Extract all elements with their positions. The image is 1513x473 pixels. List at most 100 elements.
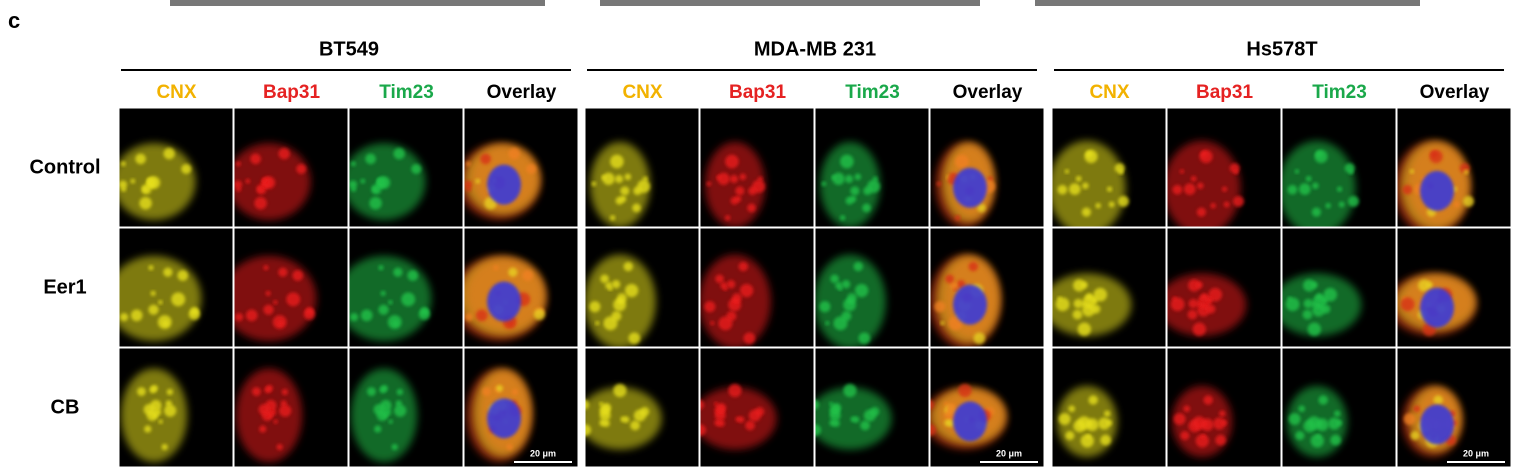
cell-speck bbox=[177, 270, 189, 281]
cell-speck bbox=[1402, 184, 1413, 195]
cell-speck bbox=[830, 274, 839, 284]
cell-speck bbox=[278, 147, 290, 160]
cell-speck bbox=[1233, 195, 1245, 207]
cell-speck bbox=[706, 181, 712, 187]
cell-speck bbox=[1085, 418, 1099, 432]
cell-speck bbox=[819, 301, 831, 313]
cell-speck bbox=[602, 172, 615, 185]
cell-speck bbox=[475, 309, 488, 322]
cell-speck bbox=[507, 320, 514, 327]
cell-speck bbox=[841, 279, 851, 289]
nucleus bbox=[953, 284, 988, 325]
cell-speck bbox=[1077, 322, 1092, 336]
cell-body bbox=[1282, 140, 1356, 227]
nucleus bbox=[487, 164, 522, 205]
cell-speck bbox=[466, 186, 472, 192]
cell-speck bbox=[373, 404, 385, 416]
cell-speck bbox=[377, 178, 382, 183]
cell-speck bbox=[720, 281, 728, 290]
cell-body bbox=[119, 255, 202, 342]
cell-speck bbox=[633, 186, 642, 196]
cell-speck bbox=[380, 384, 389, 392]
cell-speck bbox=[263, 304, 274, 315]
cell-speck bbox=[617, 293, 627, 303]
cell-speck bbox=[944, 401, 949, 407]
nucleus bbox=[1420, 287, 1455, 328]
cell-speck bbox=[418, 308, 431, 321]
cell-speck bbox=[349, 180, 358, 189]
cell-speck bbox=[611, 279, 621, 289]
cell-speck bbox=[411, 163, 422, 174]
cell-speck bbox=[609, 215, 616, 221]
cell-speck bbox=[944, 409, 956, 421]
row-label: Eer1 bbox=[43, 276, 86, 298]
cell-speck bbox=[1082, 182, 1089, 190]
cell-speck bbox=[369, 196, 382, 210]
channel-label: Bap31 bbox=[1196, 82, 1253, 103]
cell-speck bbox=[633, 409, 646, 422]
nucleus bbox=[1420, 404, 1455, 445]
cell-speck bbox=[1321, 296, 1328, 304]
cell-speck bbox=[1072, 309, 1083, 320]
cell-speck bbox=[281, 388, 288, 396]
cell-speck bbox=[1433, 395, 1443, 405]
cell-speck bbox=[1413, 405, 1421, 413]
micrograph bbox=[234, 228, 348, 347]
cell-body bbox=[1052, 140, 1126, 227]
cell-speck bbox=[1315, 293, 1323, 301]
cell-speck bbox=[1068, 405, 1076, 413]
cell-speck bbox=[716, 403, 727, 413]
cell-speck bbox=[862, 203, 871, 213]
cell-body bbox=[1167, 140, 1241, 227]
cell-speck bbox=[714, 409, 726, 421]
cell-speck bbox=[526, 163, 537, 174]
micrograph bbox=[234, 348, 348, 467]
cell-speck bbox=[950, 281, 958, 290]
cell-speck bbox=[632, 203, 641, 213]
cell-speck bbox=[380, 290, 386, 296]
cell-speck bbox=[508, 267, 518, 277]
micrograph bbox=[815, 228, 929, 347]
scale-bar-label: 20 μm bbox=[1463, 448, 1489, 458]
cell-speck bbox=[1106, 420, 1113, 426]
micrograph bbox=[349, 228, 463, 347]
cell-speck bbox=[1400, 297, 1415, 312]
cell-speck bbox=[1081, 281, 1088, 289]
cell-speck bbox=[821, 181, 827, 187]
cell-speck bbox=[850, 186, 860, 196]
cell-speck bbox=[739, 283, 754, 298]
cell-speck bbox=[613, 383, 627, 398]
cell-speck bbox=[360, 309, 373, 322]
cell-speck bbox=[1307, 322, 1322, 336]
cell-speck bbox=[475, 178, 481, 184]
cell-speck bbox=[829, 409, 841, 421]
cell-speck bbox=[278, 267, 288, 277]
cell-speck bbox=[464, 180, 473, 189]
previous-panel-edge bbox=[170, 0, 545, 6]
cell-speck bbox=[1179, 169, 1185, 174]
cell-speck bbox=[1081, 302, 1086, 307]
cell-speck bbox=[849, 195, 857, 203]
cell-speck bbox=[630, 420, 640, 431]
cell-speck bbox=[245, 178, 251, 184]
cell-speck bbox=[591, 181, 597, 187]
row-label: CB bbox=[51, 396, 80, 418]
micrograph bbox=[1282, 348, 1396, 467]
channel-label: Overlay bbox=[487, 82, 557, 103]
cell-speck bbox=[1084, 149, 1098, 164]
cell-speck bbox=[852, 416, 860, 423]
cell-speck bbox=[704, 301, 716, 313]
micrograph bbox=[815, 348, 929, 467]
nucleus bbox=[1420, 170, 1455, 211]
cell-speck bbox=[1203, 395, 1213, 405]
cell-speck bbox=[863, 409, 876, 422]
cell-speck bbox=[263, 265, 269, 271]
cell-speck bbox=[1336, 186, 1343, 192]
cell-speck bbox=[734, 195, 742, 203]
cell-speck bbox=[1190, 175, 1197, 182]
cell-speck bbox=[350, 161, 356, 167]
cell-speck bbox=[726, 279, 736, 289]
micrograph bbox=[930, 348, 1044, 467]
cell-speck bbox=[120, 312, 129, 322]
